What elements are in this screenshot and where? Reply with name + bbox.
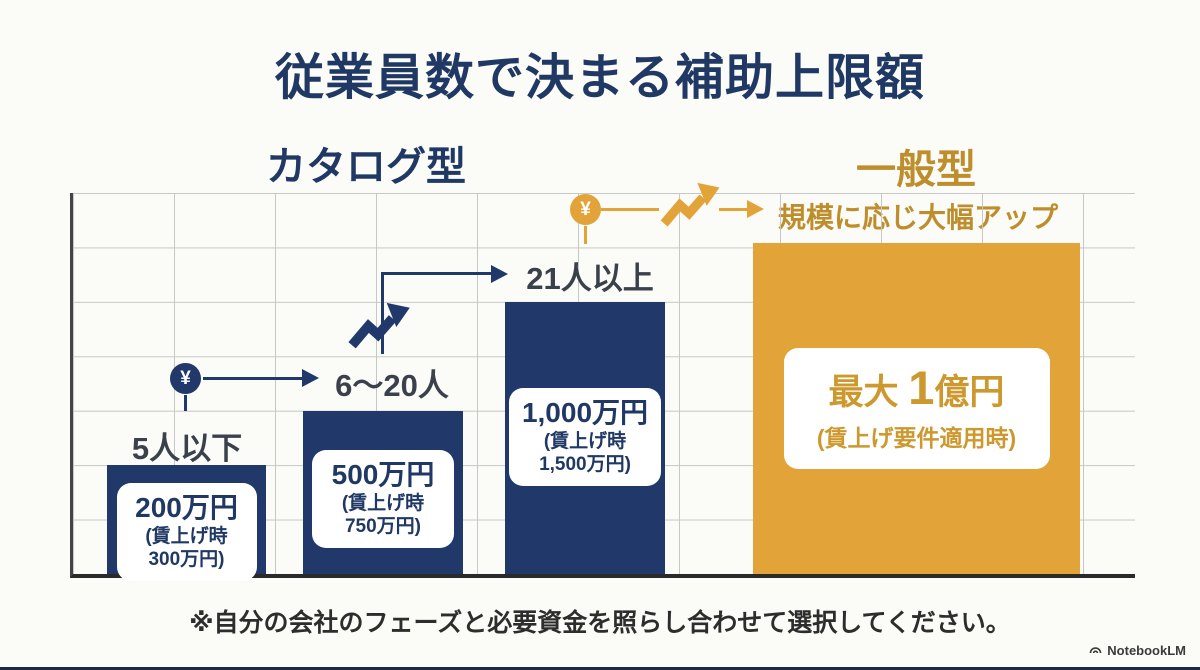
notebooklm-logo-icon <box>1089 647 1102 654</box>
section-label-general: 一般型 <box>856 148 976 192</box>
amount-label: 500万円 <box>331 459 435 490</box>
arrow-line <box>601 208 659 211</box>
wage-increase-note-line1: (賃上げ時 <box>145 525 228 547</box>
bottom-edge-strip <box>0 667 1200 670</box>
arrow-right-icon <box>491 265 508 283</box>
trend-up-icon <box>348 302 410 349</box>
brand-label: NotebookLM <box>1107 643 1186 658</box>
yen-symbol: ¥ <box>580 198 591 220</box>
value-box-21-or-more: 1,000万円 (賃上げ時 1,500万円) <box>509 388 661 486</box>
connector-stem <box>584 226 587 244</box>
value-box-general: 最大 1億円 (賃上げ要件適用時) <box>783 348 1050 469</box>
max-amount-label: 最大 1億円 <box>790 362 1044 414</box>
max-prefix: 最大 <box>828 373 909 412</box>
arrow-line <box>203 377 302 380</box>
category-label-6-to-20: 6〜20人 <box>335 368 449 403</box>
wage-increase-note-line1: (賃上げ時 <box>543 430 627 452</box>
connector-stem <box>184 395 187 411</box>
value-box-6-to-20: 500万円 (賃上げ時 750万円) <box>312 450 454 548</box>
max-unit: 億円 <box>934 373 1005 412</box>
wage-requirement-note: (賃上げ要件適用時) <box>816 424 1017 451</box>
bar-5-or-fewer: 200万円 (賃上げ時 300万円) <box>107 465 266 581</box>
bar-general-type: 最大 1億円 (賃上げ要件適用時) <box>753 243 1080 574</box>
wage-increase-note-line2: 750万円) <box>344 515 422 537</box>
page-title: 従業員数で決まる補助上限額 <box>274 51 925 105</box>
footnote: ※自分の会社のフェーズと必要資金を照らし合わせて選択してください。 <box>189 609 1011 637</box>
category-label-21-or-more: 21人以上 <box>526 261 654 296</box>
wage-increase-note-line1: (賃上げ時 <box>341 492 425 514</box>
arrow-right-icon <box>302 369 319 387</box>
category-label-5-or-fewer: 5人以下 <box>131 431 243 466</box>
arrow-line <box>719 208 747 211</box>
wage-increase-note-line2: 300万円) <box>148 548 225 570</box>
wage-increase-note-line2: 1,500万円) <box>539 453 631 475</box>
bar-21-or-more: 1,000万円 (賃上げ時 1,500万円) <box>505 302 665 574</box>
amount-label: 200万円 <box>135 492 238 523</box>
max-value: 1 <box>908 361 935 414</box>
brand-watermark: NotebookLM <box>1088 643 1186 658</box>
yen-badge-icon: ¥ <box>170 363 201 394</box>
yen-badge-icon: ¥ <box>570 194 601 225</box>
section-label-catalog: カタログ型 <box>266 145 466 189</box>
trend-up-icon <box>660 182 720 227</box>
amount-label: 1,000万円 <box>521 397 649 428</box>
value-box-5-or-fewer: 200万円 (賃上げ時 300万円) <box>116 483 257 581</box>
arrow-right-icon <box>747 200 764 218</box>
connector-elbow-vertical <box>381 272 384 354</box>
yen-symbol: ¥ <box>180 367 191 389</box>
bar-6-to-20: 500万円 (賃上げ時 750万円) <box>303 411 463 574</box>
connector-elbow-horizontal <box>381 272 491 275</box>
